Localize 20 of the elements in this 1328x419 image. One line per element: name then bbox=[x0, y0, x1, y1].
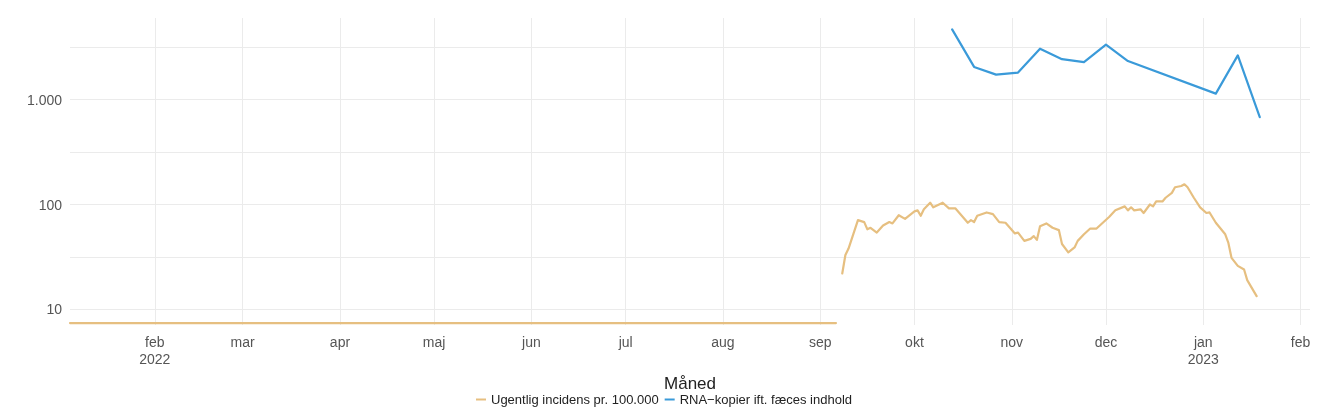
y-tick-label: 10 bbox=[46, 301, 63, 318]
x-tick-label: jul bbox=[617, 333, 633, 350]
x-tick-label: okt bbox=[905, 333, 924, 350]
x-tick-label: apr bbox=[329, 333, 351, 350]
x-tick-label: nov bbox=[1000, 333, 1024, 350]
x-axis-title: Måned bbox=[664, 374, 716, 393]
x-tick-label: feb 2022 bbox=[139, 333, 171, 367]
x-tick-label: dec bbox=[1094, 333, 1118, 350]
x-tick-label: jun bbox=[521, 333, 541, 350]
legend-label: Ugentlig incidens pr. 100.000 bbox=[491, 392, 659, 407]
x-tick-label: jan 2023 bbox=[1187, 333, 1220, 367]
x-tick-label: feb bbox=[1290, 333, 1311, 350]
legend-label: RNA−kopier ift. fæces indhold bbox=[679, 392, 853, 407]
x-tick-label: maj bbox=[422, 333, 446, 350]
y-tick-label: 1.000 bbox=[26, 91, 63, 108]
y-tick-label: 100 bbox=[38, 196, 63, 213]
line-series bbox=[951, 28, 1261, 119]
x-tick-label: mar bbox=[230, 333, 256, 350]
x-tick-label: sep bbox=[808, 333, 832, 350]
x-tick-label: aug bbox=[711, 333, 735, 350]
